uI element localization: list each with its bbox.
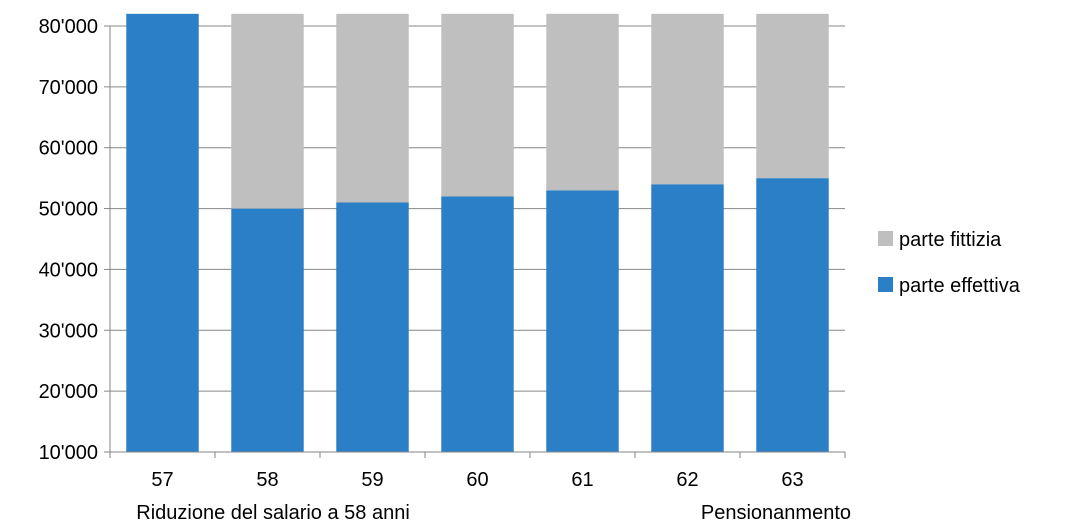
y-tick-label: 30'000	[39, 320, 98, 342]
bar-parte-effettiva-62	[651, 184, 724, 452]
y-tick-label: 70'000	[39, 77, 98, 99]
bar-parte-effettiva-58	[231, 208, 304, 452]
y-tick-label: 20'000	[39, 381, 98, 403]
x-tick-label: 58	[256, 469, 278, 491]
y-tick-label: 80'000	[39, 16, 98, 38]
x-annotations: Riduzione del salario a 58 anni Pensionan…	[136, 502, 851, 524]
legend: parte fittizia parte effettiva	[878, 229, 1021, 297]
y-tick-label: 40'000	[39, 259, 98, 281]
y-tick-label: 50'000	[39, 199, 98, 221]
bar-parte-effettiva-63	[756, 178, 829, 452]
bar-parte-fittizia-58	[231, 13, 304, 209]
x-tick-label: 57	[151, 469, 173, 491]
axes	[104, 25, 846, 458]
x-tick-label: 63	[781, 469, 803, 491]
y-tick-label: 10'000	[39, 442, 98, 464]
y-tick-label: 60'000	[39, 138, 98, 160]
bar-parte-fittizia-61	[546, 13, 619, 191]
x-tick-label: 61	[571, 469, 593, 491]
annotation-label: Pensionanmento	[701, 502, 851, 524]
bar-parte-effettiva-60	[441, 196, 514, 452]
bar-parte-effettiva-57	[126, 13, 199, 452]
legend-label: parte effettiva	[899, 275, 1021, 297]
annotation-label: Riduzione del salario a 58 anni	[136, 502, 410, 524]
x-tick-label: 62	[676, 469, 698, 491]
legend-swatch	[878, 231, 893, 246]
x-tick-labels: 57 58 59 60 61 62 63	[151, 469, 803, 491]
legend-swatch	[878, 277, 893, 292]
bar-parte-fittizia-63	[756, 13, 829, 179]
y-tick-labels: 10'000 20'000 30'000 40'000 50'000 60'000 70'0…	[39, 16, 98, 464]
bar-parte-fittizia-62	[651, 13, 724, 185]
x-tick-label: 59	[361, 469, 383, 491]
legend-label: parte fittizia	[899, 229, 1002, 251]
bar-parte-effettiva-61	[546, 190, 619, 453]
bar-parte-effettiva-59	[336, 202, 409, 452]
bar-parte-fittizia-59	[336, 13, 409, 203]
x-tick-label: 60	[466, 469, 488, 491]
bars	[126, 13, 829, 453]
bar-parte-fittizia-60	[441, 13, 514, 197]
